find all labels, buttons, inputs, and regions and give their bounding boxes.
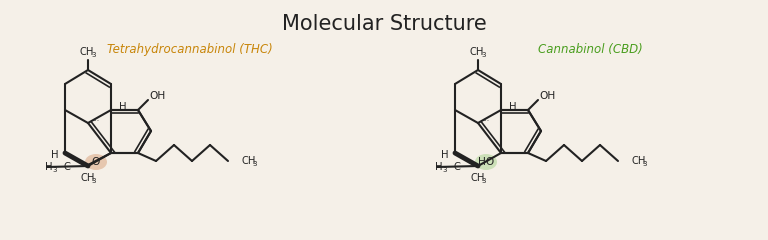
Text: H: H: [509, 102, 517, 112]
Text: H: H: [45, 162, 53, 172]
Text: OH: OH: [539, 91, 555, 101]
Text: 3: 3: [442, 167, 447, 173]
Text: CH: CH: [471, 173, 485, 183]
Text: Cannabinol (CBD): Cannabinol (CBD): [538, 43, 642, 56]
Text: Molecular Structure: Molecular Structure: [282, 14, 486, 34]
Text: H: H: [442, 150, 449, 160]
Text: 3: 3: [482, 178, 486, 184]
Text: CH: CH: [632, 156, 647, 166]
Ellipse shape: [475, 154, 497, 170]
Text: C: C: [63, 162, 70, 172]
Text: ···: ···: [92, 118, 99, 126]
Ellipse shape: [85, 154, 107, 170]
Text: O: O: [92, 157, 100, 167]
Text: C: C: [453, 162, 460, 172]
Text: CH: CH: [80, 47, 94, 57]
Text: CH: CH: [81, 173, 95, 183]
Text: 3: 3: [91, 52, 96, 58]
Text: CH: CH: [242, 156, 257, 166]
Text: CH: CH: [470, 47, 484, 57]
Text: Tetrahydrocannabinol (THC): Tetrahydrocannabinol (THC): [107, 43, 273, 56]
Text: 3: 3: [91, 178, 96, 184]
Text: HO: HO: [478, 157, 494, 167]
Text: 3: 3: [642, 161, 647, 167]
Text: OH: OH: [149, 91, 165, 101]
Text: 3: 3: [252, 161, 257, 167]
Text: H: H: [119, 102, 127, 112]
Text: H: H: [435, 162, 443, 172]
Text: 3: 3: [52, 167, 57, 173]
Text: 3: 3: [482, 52, 486, 58]
Text: H: H: [51, 150, 59, 160]
Text: ···: ···: [482, 118, 489, 126]
